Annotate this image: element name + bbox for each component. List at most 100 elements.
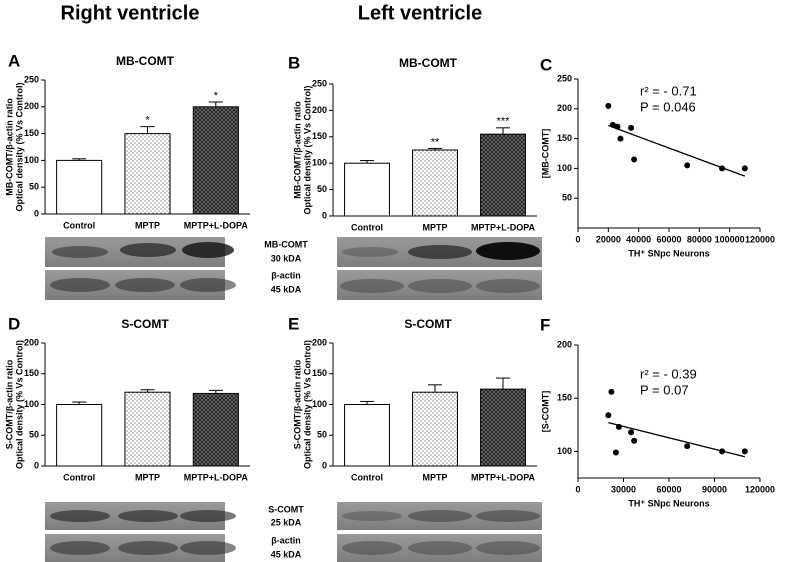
- bar: [480, 133, 526, 217]
- annotation: r² = - 0.71: [640, 83, 697, 98]
- x-tick-label: Control: [63, 472, 95, 482]
- x-tick-label: 100000: [715, 234, 745, 244]
- x-tick-label: Control: [351, 472, 383, 482]
- blot-label: β-actin: [271, 535, 301, 545]
- y-tick-label: 100: [24, 155, 39, 165]
- significance-label: ***: [497, 116, 511, 128]
- x-axis-label: TH⁺ SNpc Neurons: [628, 248, 709, 258]
- y-axis-label: Optical density (% Vs Control): [14, 340, 24, 469]
- annotation: r² = - 0.39: [640, 366, 697, 381]
- bar: [192, 106, 239, 215]
- bar: [56, 159, 103, 215]
- y-axis-label: S-COMT/β-actin ratio: [4, 359, 14, 449]
- y-tick-label: 100: [24, 399, 39, 409]
- chart-title: MB-COMT: [399, 56, 458, 70]
- y-tick-label: 150: [24, 128, 39, 138]
- blot-label: β-actin: [271, 270, 301, 280]
- column-header: Left ventricle: [358, 2, 482, 24]
- panel-letter: C: [540, 55, 552, 74]
- blot-label: 30 kDA: [271, 253, 302, 263]
- significance-label: *: [145, 115, 150, 127]
- y-tick-label: 100: [557, 163, 572, 173]
- y-tick-label: 200: [24, 101, 39, 111]
- x-tick-label: 120000: [745, 234, 775, 244]
- point: [608, 388, 615, 395]
- panel-letter: A: [8, 51, 20, 70]
- y-tick-label: 50: [29, 430, 39, 440]
- y-tick-label: 150: [557, 393, 572, 403]
- y-tick-label: 0: [34, 460, 39, 470]
- y-tick-label: 150: [312, 131, 327, 141]
- bar: [56, 404, 103, 467]
- y-tick-label: 150: [24, 368, 39, 378]
- x-tick-label: 80000: [687, 234, 712, 244]
- y-tick-label: 200: [312, 105, 327, 115]
- y-axis-label: MB-COMT/β-actin ratio: [4, 98, 14, 196]
- y-tick-label: 50: [562, 193, 572, 203]
- bar: [124, 133, 171, 215]
- y-tick-label: 50: [29, 182, 39, 192]
- point: [628, 429, 635, 436]
- y-tick-label: 250: [312, 78, 327, 88]
- chart-title: MB-COMT: [116, 54, 175, 68]
- x-tick-label: 30000: [611, 484, 636, 494]
- x-axis-label: TH⁺ SNpc Neurons: [628, 498, 709, 508]
- point: [741, 165, 748, 172]
- y-tick-label: 0: [322, 210, 327, 220]
- annotation: P = 0.046: [640, 99, 696, 114]
- x-tick-label: 60000: [656, 484, 681, 494]
- bar: [192, 392, 239, 467]
- x-tick-label: MPTP: [135, 472, 160, 482]
- significance-label: **: [431, 136, 440, 148]
- point: [719, 448, 726, 455]
- y-tick-label: 50: [317, 184, 327, 194]
- x-tick-label: 0: [575, 484, 580, 494]
- y-axis-label: Optical density (% Vs Control): [14, 82, 24, 211]
- panel-letter: F: [540, 315, 550, 334]
- bar: [480, 388, 526, 467]
- x-tick-label: 60000: [656, 234, 681, 244]
- y-tick-label: 150: [312, 368, 327, 378]
- blot-label: S-COMT: [268, 504, 304, 514]
- x-tick-label: Control: [351, 222, 383, 232]
- x-tick-label: 40000: [626, 234, 651, 244]
- y-tick-label: 150: [557, 133, 572, 143]
- bar: [412, 391, 458, 467]
- y-tick-label: 200: [24, 337, 39, 347]
- point: [741, 448, 748, 455]
- x-tick-label: 90000: [702, 484, 727, 494]
- blot-label: 25 kDA: [271, 517, 302, 527]
- y-tick-label: 50: [317, 430, 327, 440]
- bar: [124, 391, 171, 467]
- x-tick-label: MPTP: [135, 220, 160, 230]
- point: [617, 135, 624, 142]
- point: [684, 443, 691, 450]
- y-tick-label: 250: [24, 74, 39, 84]
- annotation: P = 0.07: [640, 382, 689, 397]
- y-axis-label: [S-COMT]: [540, 391, 550, 433]
- x-tick-label: MPTP+L-DOPA: [471, 222, 536, 232]
- y-tick-label: 200: [557, 103, 572, 113]
- blots: [45, 237, 542, 562]
- x-tick-label: MPTP+L-DOPA: [184, 220, 249, 230]
- point: [612, 449, 619, 456]
- x-tick-label: 0: [575, 234, 580, 244]
- point: [605, 412, 612, 419]
- panel-letter: D: [8, 314, 20, 333]
- point: [631, 437, 638, 444]
- x-tick-label: MPTP: [422, 222, 447, 232]
- bar: [344, 162, 390, 217]
- point: [684, 162, 691, 169]
- point: [628, 124, 635, 131]
- y-axis-label: MB-COMT/β-actin ratio: [292, 101, 302, 199]
- y-axis-label: Optical density (% Vs Control): [302, 85, 312, 214]
- y-tick-label: 100: [312, 158, 327, 168]
- y-tick-label: 100: [312, 399, 327, 409]
- x-tick-label: 120000: [745, 484, 775, 494]
- bar: [412, 149, 458, 217]
- chart-title: S-COMT: [404, 317, 452, 331]
- point: [719, 165, 726, 172]
- y-tick-label: 0: [34, 208, 39, 218]
- column-header: Right ventricle: [61, 2, 200, 24]
